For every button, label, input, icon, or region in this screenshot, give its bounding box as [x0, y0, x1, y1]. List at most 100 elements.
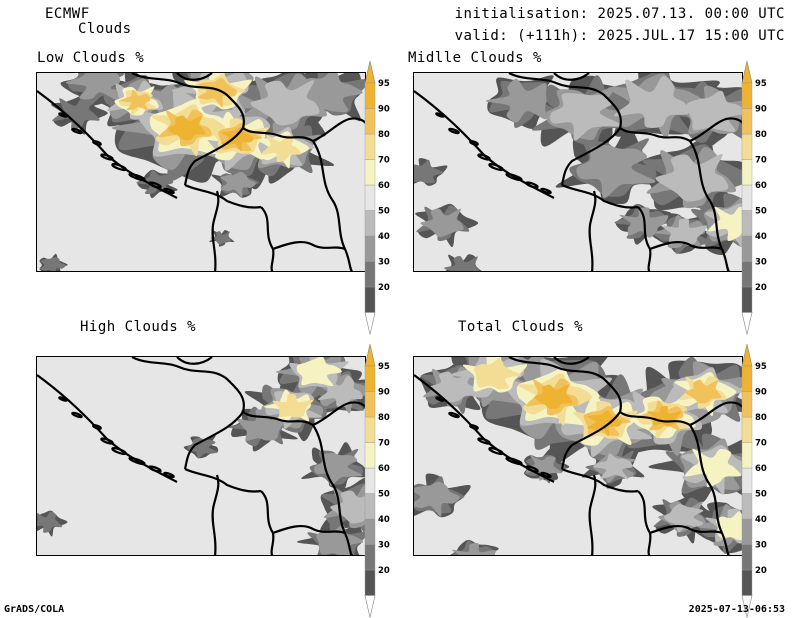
island-outline	[505, 172, 523, 182]
colorbar-segment	[364, 416, 376, 443]
colorbar-segment	[741, 108, 753, 135]
colorbar-segment	[364, 235, 376, 262]
colorbar-under-arrow	[741, 595, 753, 618]
colorbar-segment	[364, 467, 376, 494]
colorbar-tick-label: 90	[755, 388, 767, 398]
border-line	[183, 411, 244, 470]
panel-title-high-clouds: High Clouds %	[80, 319, 197, 335]
colorbar-tick-label: 50	[755, 490, 767, 500]
cloud-contour	[237, 409, 290, 441]
colorbar-segment	[741, 467, 753, 494]
colorbar-segment	[364, 518, 376, 545]
colorbar-low-clouds: 20 30 40 50 60 70 80 90 95	[362, 57, 404, 335]
island-outline	[92, 424, 102, 430]
cloud-contour	[593, 453, 633, 480]
cloud-contour	[420, 208, 464, 238]
island-outline	[525, 181, 539, 189]
colorbar-tick-label: 70	[378, 439, 390, 449]
colorbar-segment	[364, 133, 376, 160]
island-outline	[111, 162, 127, 172]
country-borders	[414, 73, 742, 271]
colorbar-tick-label: 20	[755, 566, 767, 576]
low-clouds-map	[37, 73, 365, 271]
colorbar-middle-clouds: 20 30 40 50 60 70 80 90 95	[739, 57, 781, 335]
cloud-contour	[708, 206, 742, 241]
cloud-contour	[686, 90, 742, 132]
colorbar-segment	[364, 569, 376, 596]
island-outline	[111, 446, 127, 456]
colorbar-segment	[741, 493, 753, 520]
island-outline	[540, 471, 552, 479]
border-line	[649, 240, 723, 251]
colorbar-tick-label: 70	[755, 439, 767, 449]
colorbar-segment	[741, 365, 753, 392]
panel-title-low-clouds: Low Clouds %	[37, 50, 145, 66]
colorbar-segment	[741, 210, 753, 237]
cloud-contour	[576, 145, 656, 199]
cloud-contour	[414, 159, 444, 184]
colorbar-segment	[364, 82, 376, 109]
border-line	[689, 401, 742, 427]
colorbar-over-arrow	[741, 60, 753, 84]
colorbar-segment	[364, 108, 376, 135]
colorbar-segment	[364, 493, 376, 520]
colorbar-segment	[364, 184, 376, 211]
cloud-contour	[525, 455, 563, 481]
cloud-contour	[661, 218, 708, 247]
border-line	[553, 357, 590, 365]
colorbar-tick-label: 80	[378, 413, 390, 423]
colorbar-segment	[364, 159, 376, 186]
colorbar-segment	[741, 82, 753, 109]
colorbar-tick-label: 20	[378, 566, 390, 576]
colorbar-tick-label: 50	[378, 490, 390, 500]
colorbar-tick-label: 60	[755, 181, 767, 191]
model-label: ECMWF	[45, 6, 90, 22]
cloud-contour	[65, 73, 121, 101]
cloud-contour	[250, 80, 320, 126]
map-panel-middle-clouds	[413, 72, 743, 272]
colorbar-tick-label: 30	[755, 541, 767, 551]
island-outline	[435, 396, 445, 402]
map-panel-low-clouds	[36, 72, 366, 272]
island-outline	[488, 162, 504, 172]
colorbar-tick-label: 95	[755, 79, 767, 89]
border-line	[272, 240, 346, 251]
island-outline	[100, 153, 114, 161]
border-line	[131, 357, 245, 413]
colorbar-tick-label: 90	[378, 105, 390, 115]
cloud-contour	[684, 448, 742, 488]
country-borders	[414, 357, 742, 555]
total-clouds-map	[414, 357, 742, 555]
cloud-contour	[296, 357, 342, 387]
colorbar-tick-label: 60	[378, 181, 390, 191]
colorbar-total-clouds: 20 30 40 50 60 70 80 90 95	[739, 340, 781, 618]
cloud-contour	[429, 371, 477, 403]
cloud-contour	[663, 503, 704, 533]
island-outline	[435, 112, 445, 118]
colorbar-segment	[364, 210, 376, 237]
island-outline	[525, 465, 539, 473]
footer-timestamp-label: 2025-07-13-06:53	[688, 604, 785, 615]
cloud-contour	[39, 257, 66, 271]
border-line	[588, 190, 597, 271]
country-borders	[37, 73, 365, 271]
cloud-contour	[272, 393, 314, 418]
colorbar-segment	[741, 235, 753, 262]
colorbar-tick-label: 40	[755, 515, 767, 525]
island-outline	[469, 424, 479, 430]
cloud-contour	[685, 379, 722, 404]
island-outline	[505, 456, 523, 466]
cloud-contour	[119, 89, 151, 111]
initialisation-label: initialisation: 2025.07.13. 00:00 UTC	[454, 6, 785, 22]
cloud-contour	[535, 384, 573, 410]
colorbar-segment	[741, 184, 753, 211]
cloud-contour	[655, 153, 729, 202]
colorbar-segment	[364, 391, 376, 418]
island-outline	[148, 465, 162, 473]
colorbar-over-arrow	[364, 60, 376, 84]
cloud-contour	[187, 437, 218, 459]
border-line	[260, 490, 275, 555]
border-line	[312, 117, 365, 143]
border-line	[37, 374, 178, 483]
border-line	[176, 357, 213, 365]
